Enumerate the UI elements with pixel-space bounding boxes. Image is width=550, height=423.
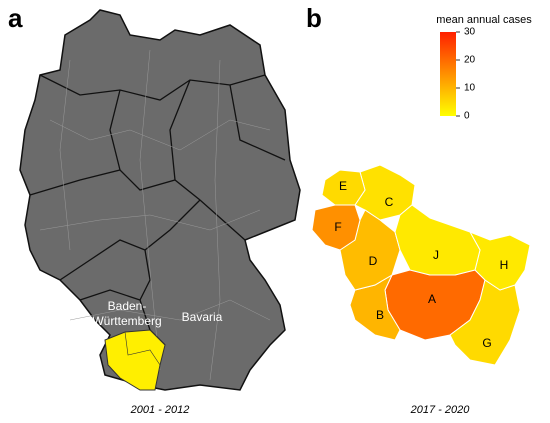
district-label: J [433, 248, 439, 262]
district [321, 169, 366, 206]
study-area-border [124, 331, 161, 366]
colorbar-tick-label: 10 [464, 83, 476, 94]
district-label: A [428, 292, 436, 306]
study-area [104, 329, 166, 391]
panel-letter: a [8, 3, 23, 33]
panel-b: b mean annual cases 2017 - 2020 0 10 20 30 A… [306, 3, 532, 416]
district-label: E [339, 179, 347, 193]
district [311, 204, 361, 251]
region-label: Baden- [108, 299, 147, 313]
district [394, 204, 481, 276]
legend-title: mean annual cases [436, 14, 532, 26]
district-label: B [376, 308, 384, 322]
germany-map [19, 9, 301, 391]
district-label: C [385, 195, 394, 209]
germany [19, 9, 301, 391]
colorbar-tick-label: 30 [464, 27, 476, 38]
colorbar-tick-label: 20 [464, 55, 476, 66]
state-borders [29, 74, 286, 346]
caption: 2001 - 2012 [130, 404, 190, 416]
region-label: Bavaria [182, 310, 223, 324]
district-label: D [369, 254, 378, 268]
caption: 2017 - 2020 [410, 404, 471, 416]
panel-letter: b [306, 3, 322, 33]
colorbar [440, 32, 456, 116]
district-label: F [334, 220, 341, 234]
district-label: H [500, 258, 509, 272]
district-label: G [482, 336, 491, 350]
panel-a-labels: a Baden- Württemberg Bavaria 2001 - 2012 [8, 3, 223, 416]
district-borders [39, 49, 271, 381]
colorbar-tick-label: 0 [464, 111, 470, 122]
region-label: Württemberg [92, 314, 161, 328]
